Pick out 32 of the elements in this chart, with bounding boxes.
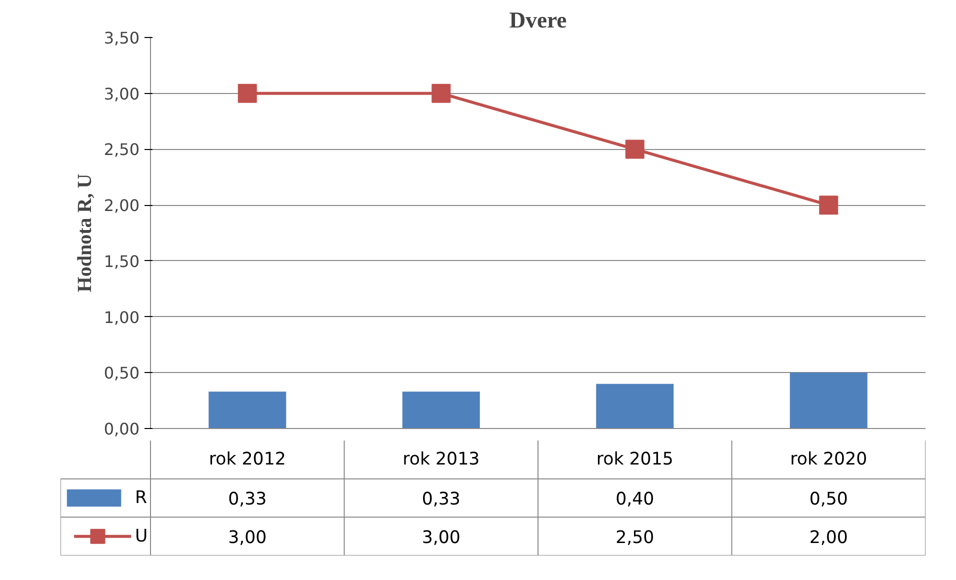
point: [625, 140, 644, 159]
data-label: 0,33: [422, 490, 460, 510]
bar: [790, 372, 868, 428]
data-label: 0,33: [228, 490, 267, 510]
y-tick-label: 3,50: [104, 28, 140, 48]
y-axis-title: Hodnota R, U: [74, 174, 96, 292]
y-tick-label: 2,50: [104, 140, 140, 160]
y-tick-label: 0,00: [104, 420, 140, 438]
data-label: 2,00: [809, 528, 848, 548]
x-tick-label: rok 2013: [402, 450, 480, 470]
x-tick-label: rok 2020: [790, 450, 868, 470]
y-tick-label: 1,50: [104, 252, 140, 271]
bar: [596, 384, 674, 428]
point: [238, 84, 257, 103]
chart-title: Dvere: [509, 8, 567, 32]
y-tick-label: 3,00: [104, 84, 140, 104]
bar: [402, 392, 480, 428]
y-tick-label: 1,00: [104, 308, 140, 327]
x-tick-label: rok 2012: [208, 450, 286, 470]
x-tick-label: rok 2015: [596, 450, 674, 470]
point: [432, 84, 451, 103]
bar: [208, 392, 286, 428]
data-label: 0,50: [809, 490, 848, 510]
data-label: 3,00: [422, 528, 460, 548]
y-tick-label: 2,00: [104, 196, 140, 216]
y-tick-label: 0,50: [104, 364, 140, 383]
data-label: 2,50: [616, 528, 654, 548]
legend-label: R: [135, 488, 148, 508]
legend-label: U: [135, 526, 148, 546]
data-label: 3,00: [228, 528, 267, 548]
data-label: 0,40: [616, 490, 654, 510]
point: [819, 196, 838, 215]
